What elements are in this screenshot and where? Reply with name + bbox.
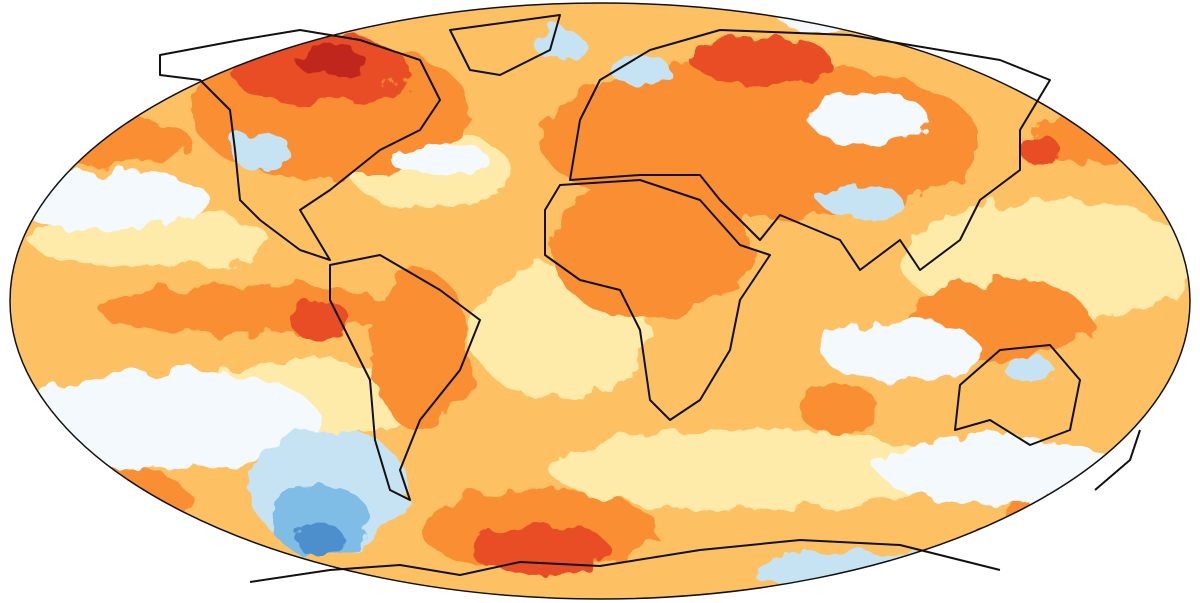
north-america [159,29,441,261]
australia [954,344,1081,446]
greenland [449,14,561,76]
africa [544,179,771,421]
coastlines [159,14,1141,583]
south-america [329,254,481,501]
antarctica [249,539,1001,583]
eurasia [569,29,1051,271]
new-zealand [1094,429,1141,491]
map-outline [9,2,1191,600]
